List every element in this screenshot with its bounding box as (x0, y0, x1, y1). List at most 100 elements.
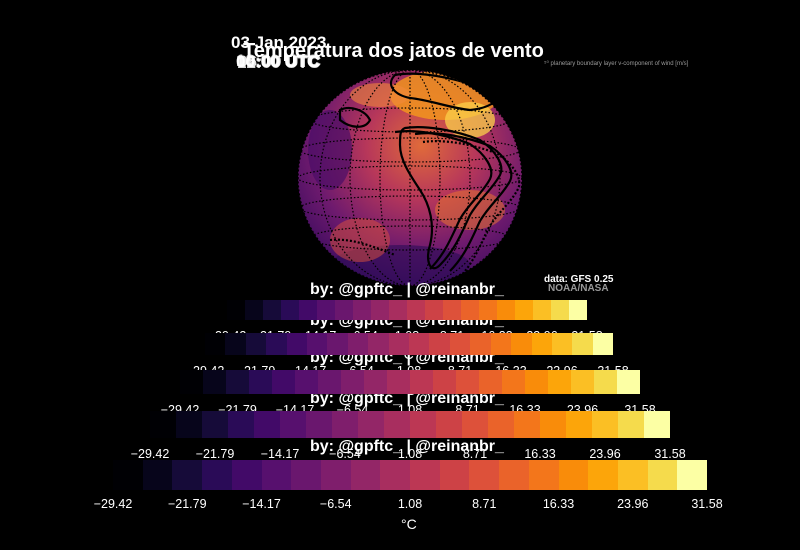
colorbar-tick-label: −21.79 (167, 497, 207, 511)
variable-note: ⁵⁰ planetary boundary layer v-component … (544, 61, 689, 67)
colorbar-segment (410, 370, 433, 394)
colorbar-segment (380, 460, 411, 490)
colorbar-tick-label: 1.08 (397, 447, 423, 461)
time-label-1: 06:00 UTC (238, 52, 322, 71)
colorbar-segment (227, 300, 245, 320)
colorbar-segment (387, 370, 410, 394)
colorbar-2 (180, 370, 640, 394)
colorbar-segment (511, 333, 532, 355)
colorbar-segment (490, 333, 512, 355)
time-label-2: 12:00 UTC (237, 53, 321, 72)
time-label-3: 18:00 UTC (236, 51, 320, 70)
colorbar-segment (436, 411, 462, 438)
colorbar-tick-label: −6.54 (329, 447, 361, 461)
colorbar-segment (525, 370, 548, 394)
colorbar-tick-label: 31.58 (691, 497, 723, 511)
colorbar-tick-label: −6.54 (319, 497, 352, 511)
colorbar-segment (462, 411, 488, 438)
colorbar-segment (245, 333, 267, 355)
colorbar-tick-label: 8.71 (462, 447, 488, 461)
colorbar-segment (358, 411, 384, 438)
colorbar-segment (592, 411, 618, 438)
colorbar-segment (176, 411, 202, 438)
colorbar-segment (617, 460, 648, 490)
colorbar-4 (113, 460, 708, 490)
colorbar-segment (225, 333, 246, 355)
colorbar-segment (644, 411, 670, 438)
colorbar-segment (572, 333, 593, 355)
colorbar-segment (548, 370, 571, 394)
colorbar-0 (227, 300, 587, 320)
colorbar-segment (254, 411, 280, 438)
colorbar-segment (461, 300, 479, 320)
colorbar-segment (558, 460, 589, 490)
colorbar-segment (202, 411, 228, 438)
colorbar-segment (569, 300, 587, 320)
colorbar-segment (113, 460, 143, 490)
colorbar-segment (327, 333, 348, 355)
colorbar-segment (502, 370, 525, 394)
colorbar-segment (266, 333, 287, 355)
colorbar-segment (433, 370, 456, 394)
colorbar-segment (410, 460, 440, 490)
colorbar-tick-label: −21.79 (195, 447, 235, 461)
colorbar-segment (245, 300, 263, 320)
colorbar-segment (470, 333, 491, 355)
colorbar-tick-label: 8.71 (472, 497, 497, 511)
colorbar-segment (456, 370, 479, 394)
colorbar-segment (368, 333, 389, 355)
colorbar-segment (307, 333, 328, 355)
agency-label: NOAA/NASA (548, 283, 609, 294)
colorbar-segment (488, 411, 514, 438)
colorbar-segment (371, 300, 389, 320)
colorbar-segment (202, 460, 232, 490)
colorbar-segment (226, 370, 249, 394)
colorbar-segment (364, 370, 387, 394)
colorbar-tick-label: −14.17 (242, 497, 281, 511)
colorbar-segment (205, 333, 226, 355)
colorbar-segment (203, 370, 226, 394)
time-label-0: 00:00 UTC (236, 52, 320, 71)
colorbar-segment (425, 300, 443, 320)
colorbar-segment (571, 370, 594, 394)
colorbar-segment (388, 333, 410, 355)
colorbar-segment (347, 333, 369, 355)
colorbar-segment (286, 333, 308, 355)
colorbar-tick-label: −29.42 (93, 497, 133, 511)
colorbar-segment (249, 370, 272, 394)
colorbar-tick-label: 1.08 (397, 497, 423, 511)
colorbar-segment (594, 370, 617, 394)
colorbar-segment (384, 411, 410, 438)
coastlines (329, 72, 521, 280)
colorbar-segment (291, 460, 321, 490)
colorbar-segment (320, 460, 351, 490)
colorbar-segment (551, 300, 569, 320)
colorbar-segment (449, 333, 471, 355)
colorbar-segment (540, 411, 566, 438)
colorbar-segment (410, 411, 436, 438)
colorbar-segment (299, 300, 317, 320)
data-source: data: GFS 0.25 (544, 274, 614, 285)
colorbar-segment (499, 460, 529, 490)
colorbar-segment (407, 300, 425, 320)
colorbar-segment (228, 411, 254, 438)
colorbar-tick-label: −29.42 (130, 447, 170, 461)
colorbar-segment (353, 300, 371, 320)
date-label: 03 Jan 2023 (231, 33, 327, 52)
colorbar-segment (677, 460, 708, 490)
colorbar-segment (142, 460, 173, 490)
colorbar-segment (317, 300, 335, 320)
credit-4: by: @gpftc_ | @reinanbr_ (310, 438, 504, 455)
colorbar-segment (531, 333, 552, 355)
temperature-field (308, 70, 505, 285)
colorbar-segment (479, 370, 502, 394)
colorbar-segment (528, 460, 559, 490)
colorbar-segment (443, 300, 461, 320)
colorbar-tick-label: −14.17 (260, 447, 300, 461)
colorbar-segment (469, 460, 500, 490)
colorbar-segment (515, 300, 533, 320)
colorbar-segment (306, 411, 332, 438)
colorbar-segment (341, 370, 364, 394)
credit-0: by: @gpftc_ | @reinanbr_ (310, 281, 504, 298)
